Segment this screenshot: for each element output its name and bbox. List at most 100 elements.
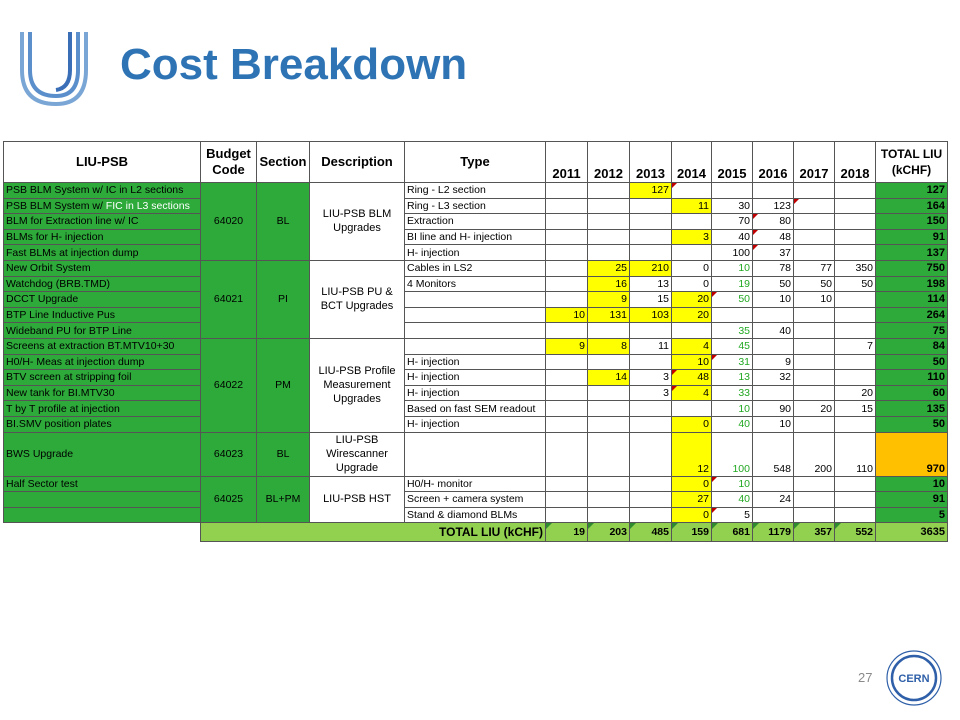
year-value-cell: 0 — [671, 275, 712, 293]
year-total-cell: 1179 — [752, 522, 794, 543]
item-label: Watchdog (BRB.TMD) — [6, 277, 111, 290]
year-value-cell: 103 — [629, 306, 672, 324]
year-value-cell — [629, 213, 672, 230]
year-value-cell — [629, 197, 672, 215]
budget-code-cell: 64023 — [200, 431, 257, 477]
year-value-cell: 40 — [711, 491, 753, 508]
year-value-cell — [752, 475, 794, 493]
year-total-cell: 552 — [834, 522, 876, 543]
year-value-cell — [834, 353, 876, 371]
type-cell: BI line and H- injection — [404, 228, 546, 246]
row-total-cell: 84 — [875, 337, 948, 355]
item-cell: New Orbit System — [3, 259, 201, 277]
table-row: Half Sector test 64025 BL+PM LIU-PSB HST H0/… — [3, 475, 948, 524]
year-value-cell — [671, 244, 712, 261]
table-row: Wideband PU for BTP Line 35 40 75 — [3, 322, 948, 339]
year-value-cell: 0 — [671, 475, 712, 493]
item-label: BTV screen at stripping foil — [6, 371, 132, 384]
item-cell: BTV screen at stripping foil — [3, 369, 201, 386]
year-value-cell — [793, 369, 835, 386]
year-value-cell — [587, 400, 630, 417]
year-value-cell: 40 — [711, 415, 753, 433]
type-cell: Stand & diamond BLMs — [404, 506, 546, 524]
year-value-cell: 20 — [834, 384, 876, 402]
item-cell: DCCT Upgrade — [3, 291, 201, 308]
year-value-cell: 78 — [752, 259, 794, 277]
type-cell: H0/H- monitor — [404, 475, 546, 493]
year-value-cell — [545, 244, 588, 261]
year-value-cell — [545, 322, 588, 339]
year-value-cell — [834, 491, 876, 508]
year-value-cell: 10 — [711, 259, 753, 277]
year-value-cell: 20 — [793, 400, 835, 417]
year-value-cell: 100 — [711, 244, 753, 261]
grand-total-label: TOTAL LIU (kCHF) — [200, 522, 546, 543]
header-description: Description — [309, 141, 405, 183]
description-cell: LIU-PSB PU & BCT Upgrades — [309, 259, 405, 339]
year-value-cell: 4 — [671, 384, 712, 402]
year-value-cell — [671, 322, 712, 339]
row-total-cell: 50 — [875, 415, 948, 433]
year-value-cell: 50 — [834, 275, 876, 293]
year-value-cell — [793, 491, 835, 508]
year-value-cell: 127 — [629, 182, 672, 199]
year-value-cell: 50 — [752, 275, 794, 293]
year-value-cell: 20 — [671, 291, 712, 308]
year-value-cell: 77 — [793, 259, 835, 277]
year-value-cell: 11 — [671, 197, 712, 215]
year-value-cell — [793, 306, 835, 324]
item-cell: Watchdog (BRB.TMD) — [3, 275, 201, 293]
table-row: DCCT Upgrade 9 15 20 50 10 10 114 — [3, 291, 948, 308]
year-value-cell: 15 — [834, 400, 876, 417]
year-value-cell — [793, 337, 835, 355]
year-value-cell: 16 — [587, 275, 630, 293]
year-value-cell — [629, 431, 672, 477]
section-cell: BL — [256, 431, 310, 477]
section-cell: PI — [256, 259, 310, 339]
year-value-cell — [587, 322, 630, 339]
table-row: BI.SMV position plates H- injection 0 40 10 5… — [3, 415, 948, 433]
year-value-cell — [545, 275, 588, 293]
budget-code-cell: 64020 — [200, 182, 257, 261]
description-cell: LIU-PSB BLM Upgrades — [309, 182, 405, 261]
section-cell: PM — [256, 337, 310, 433]
item-label: BI.SMV position plates — [6, 418, 112, 431]
year-value-cell — [752, 384, 794, 402]
year-value-cell — [671, 213, 712, 230]
year-value-cell: 19 — [711, 275, 753, 293]
type-cell — [404, 291, 546, 308]
year-value-cell — [793, 353, 835, 371]
type-cell: Ring - L2 section — [404, 182, 546, 199]
year-value-cell: 40 — [752, 322, 794, 339]
year-value-cell: 10 — [545, 306, 588, 324]
item-cell: BI.SMV position plates — [3, 415, 201, 433]
year-value-cell — [834, 506, 876, 524]
year-value-cell: 50 — [711, 291, 753, 308]
type-cell: Ring - L3 section — [404, 197, 546, 215]
page-number: 27 — [858, 670, 873, 685]
year-value-cell: 123 — [752, 197, 794, 215]
year-value-cell — [545, 197, 588, 215]
item-cell: T by T profile at injection — [3, 400, 201, 417]
year-value-cell — [793, 475, 835, 493]
year-value-cell: 25 — [587, 259, 630, 277]
year-value-cell — [545, 353, 588, 371]
year-value-cell — [629, 228, 672, 246]
table-row: BTP Line Inductive Pus 10 131 103 20 264 — [3, 306, 948, 324]
year-value-cell — [545, 228, 588, 246]
cost-table-container: LIU-PSB Budget Code Section Description … — [3, 141, 948, 543]
year-value-cell — [793, 415, 835, 433]
item-label: PSB BLM System w/ IC in L2 sections — [6, 184, 184, 197]
year-value-cell: 350 — [834, 259, 876, 277]
header-total-liu: TOTAL LIU (kCHF) — [875, 141, 948, 183]
year-value-cell: 10 — [793, 291, 835, 308]
year-value-cell — [793, 244, 835, 261]
row-total-cell: 135 — [875, 400, 948, 417]
year-value-cell — [545, 369, 588, 386]
total-row: TOTAL LIU (kCHF) 19 203 485 159 681 1179 357 552… — [3, 522, 948, 543]
year-value-cell: 0 — [671, 259, 712, 277]
table-row: BWS Upgrade 64023 BL LIU-PSB Wirescanner Up… — [3, 431, 948, 477]
table-row: New Orbit System 64021 PI LIU-PSB PU & BCT … — [3, 259, 948, 339]
page-title: Cost Breakdown — [120, 40, 468, 89]
cost-table-body: PSB BLM System w/ IC in L2 sections 64020… — [3, 182, 948, 543]
